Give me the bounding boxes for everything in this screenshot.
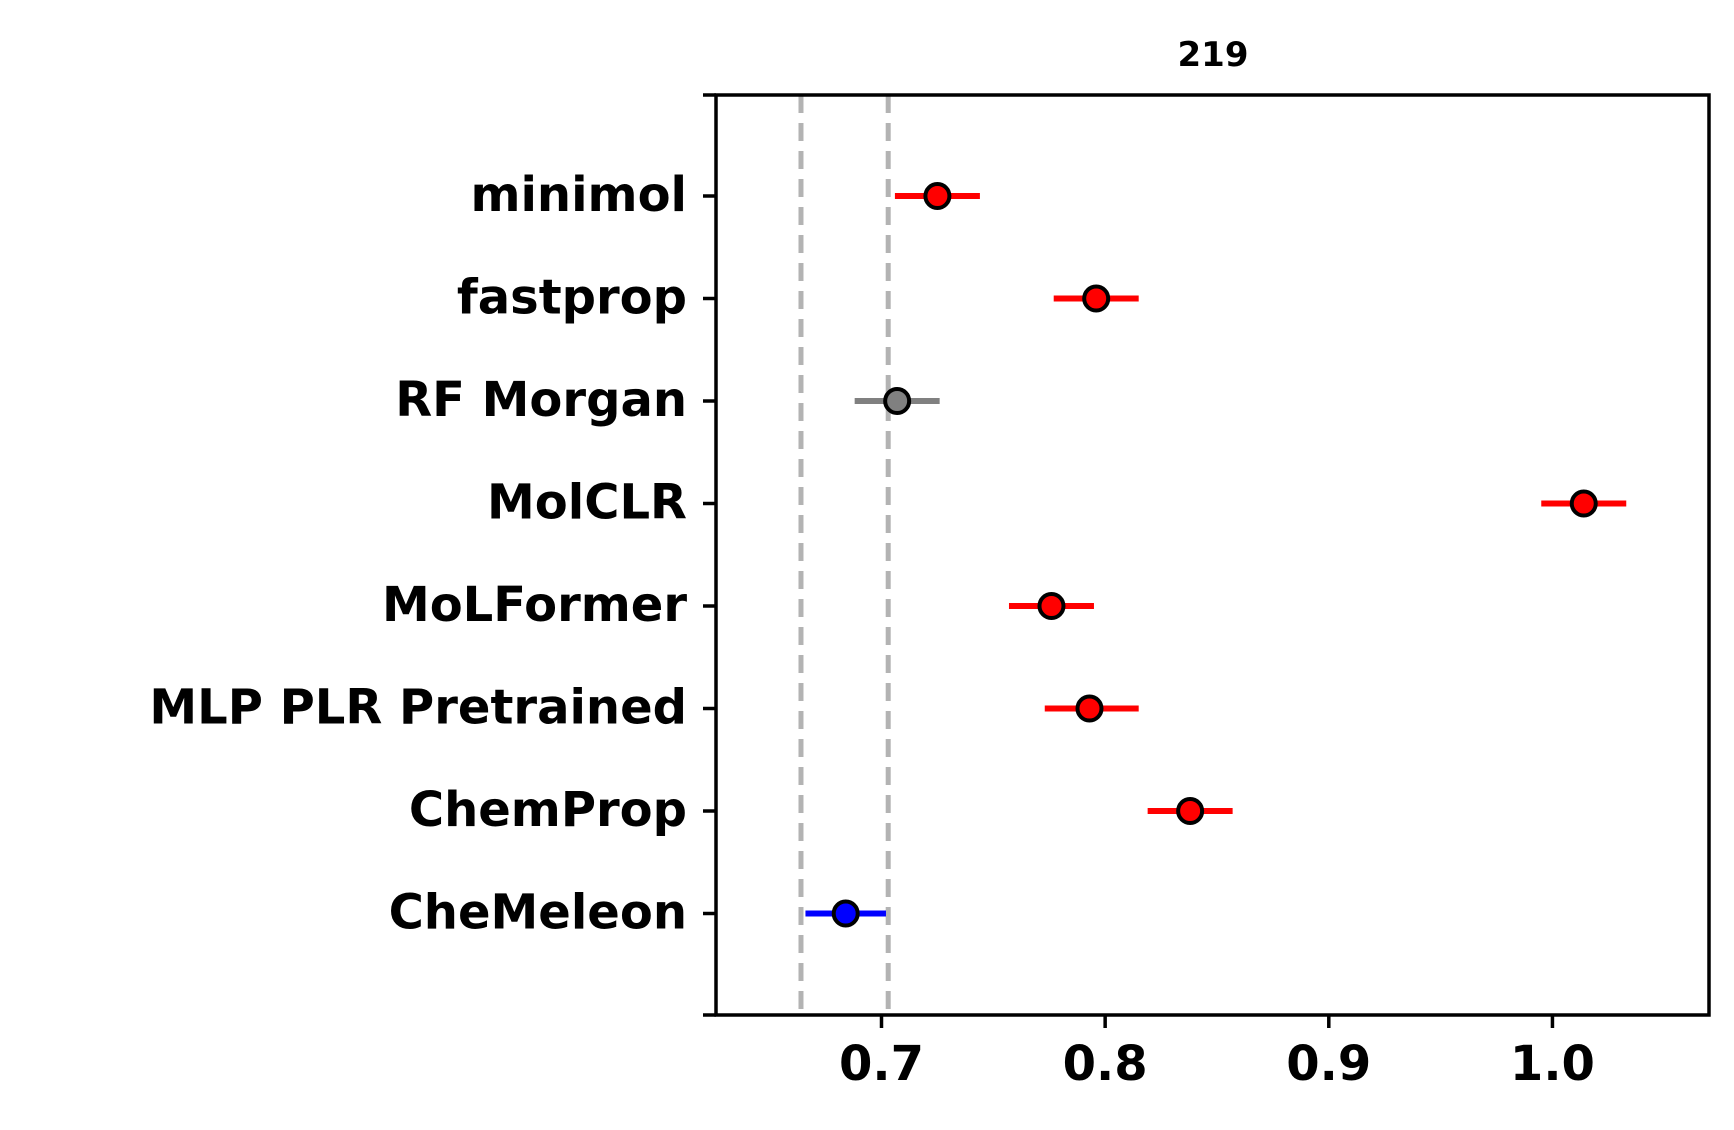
- x-axis-ticks: 0.7 0.8 0.9 1.0: [839, 1015, 1595, 1092]
- data-point-mlp-plr-pretrained: [1075, 694, 1104, 723]
- reference-lines: [798, 95, 891, 1015]
- data-point-chemeleon: [831, 899, 860, 928]
- data-point-minimol: [923, 182, 952, 210]
- y-tick-label: fastprop: [457, 270, 687, 326]
- y-axis-ticks: minimol fastprop RF Morgan MolCLR MoLFormer M…: [149, 93, 716, 1017]
- x-tick-label: 1.0: [1510, 1036, 1595, 1092]
- data-point-molclr: [1569, 489, 1598, 518]
- y-tick-label: MolCLR: [487, 475, 687, 531]
- y-tick-label: minimol: [470, 167, 687, 223]
- y-tick-label: MLP PLR Pretrained: [149, 680, 687, 736]
- y-tick-label: ChemProp: [409, 782, 687, 838]
- data-point-chemprop: [1176, 797, 1205, 825]
- x-tick-label: 0.7: [839, 1036, 924, 1092]
- y-tick-label: RF Morgan: [395, 372, 687, 428]
- chart-title: 219: [1178, 35, 1249, 75]
- plot-frame: [714, 93, 1711, 1017]
- y-tick-label: MoLFormer: [382, 577, 687, 633]
- plot-marks: [805, 182, 1627, 928]
- x-tick-label: 0.9: [1286, 1036, 1371, 1092]
- x-tick-label: 0.8: [1063, 1036, 1148, 1092]
- data-point-molformer: [1037, 592, 1066, 620]
- data-point-fastprop: [1082, 284, 1111, 313]
- y-tick-label: CheMeleon: [389, 885, 687, 941]
- data-point-rf-morgan: [883, 387, 912, 415]
